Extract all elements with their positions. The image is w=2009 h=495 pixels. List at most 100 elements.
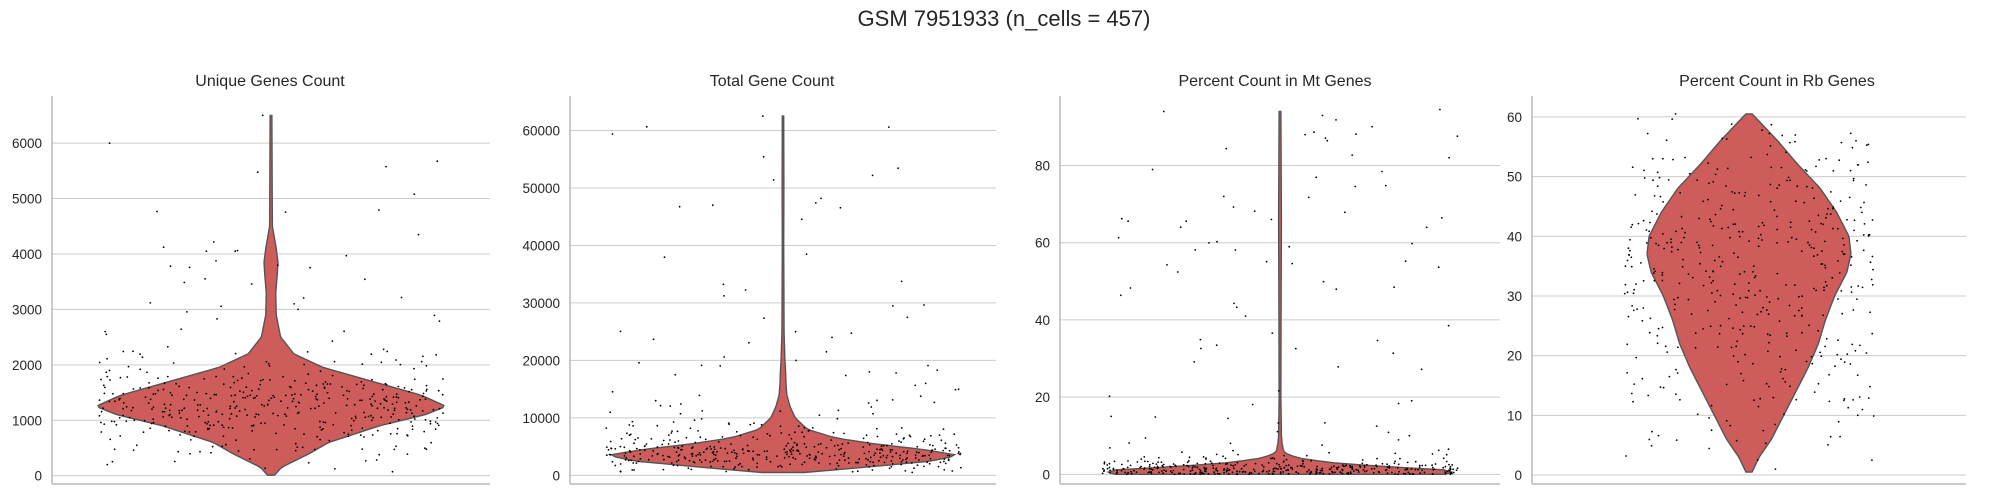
cell-point xyxy=(828,455,831,458)
cell-point xyxy=(698,451,701,454)
cell-point xyxy=(1630,226,1633,229)
cell-point xyxy=(142,431,145,434)
cell-point xyxy=(614,464,617,467)
cell-point xyxy=(405,411,408,414)
cell-point xyxy=(204,278,207,280)
cell-point xyxy=(1774,423,1776,426)
cell-point xyxy=(672,421,675,423)
cell-point xyxy=(1774,468,1777,470)
cell-point xyxy=(749,423,752,426)
cell-point xyxy=(148,382,151,384)
cell-point xyxy=(260,422,262,425)
cell-point xyxy=(1805,360,1808,363)
cell-point xyxy=(1420,368,1423,371)
cell-point xyxy=(627,459,630,462)
cell-point xyxy=(611,133,614,135)
cell-point xyxy=(199,404,202,406)
cell-point xyxy=(1794,134,1797,136)
cell-point xyxy=(1636,308,1638,310)
cell-point xyxy=(763,450,766,453)
cell-point xyxy=(1737,360,1739,363)
cell-point xyxy=(232,375,235,378)
cell-point xyxy=(1675,439,1678,441)
cell-point xyxy=(1272,468,1275,470)
cell-point xyxy=(1418,466,1421,468)
cell-point xyxy=(1212,467,1215,470)
cell-point xyxy=(424,398,427,400)
cell-point xyxy=(1133,469,1135,472)
cell-point xyxy=(1656,342,1659,345)
cell-point xyxy=(1122,467,1125,470)
cell-point xyxy=(186,311,188,313)
cell-point xyxy=(438,407,441,410)
cell-point xyxy=(1202,456,1205,458)
cell-point xyxy=(760,423,763,426)
cell-point xyxy=(1681,265,1684,268)
cell-point xyxy=(376,429,379,432)
cell-point xyxy=(904,470,907,472)
cell-point xyxy=(1324,137,1327,140)
cell-point xyxy=(730,451,733,453)
cell-point xyxy=(1766,333,1769,336)
cell-point xyxy=(1726,167,1729,170)
cell-point xyxy=(1705,270,1707,272)
cell-point xyxy=(676,430,679,433)
cell-point xyxy=(1821,250,1823,253)
cell-point xyxy=(1852,179,1855,182)
cell-point xyxy=(240,377,243,380)
cell-point xyxy=(1682,258,1684,261)
cell-point xyxy=(1810,355,1813,358)
cell-point xyxy=(697,453,699,456)
cell-point xyxy=(746,444,749,447)
cell-point xyxy=(667,434,670,436)
cell-point xyxy=(1838,159,1841,162)
cell-point xyxy=(1761,129,1763,132)
cell-point xyxy=(183,407,186,410)
cell-point xyxy=(895,433,898,435)
cell-point xyxy=(1425,226,1428,229)
cell-point xyxy=(1626,259,1629,262)
cell-point xyxy=(222,435,225,438)
cell-point xyxy=(922,440,925,443)
cell-point xyxy=(391,403,394,405)
cell-point xyxy=(1858,396,1861,398)
cell-point xyxy=(1629,249,1631,252)
cell-point xyxy=(196,409,199,412)
cell-point xyxy=(1315,469,1318,471)
cell-point xyxy=(112,392,114,395)
cell-point xyxy=(790,453,793,456)
cell-point xyxy=(689,427,692,430)
cell-point xyxy=(1172,469,1175,472)
cell-point xyxy=(1671,246,1673,249)
cell-point xyxy=(1702,328,1704,330)
cell-point xyxy=(891,462,894,465)
cell-point xyxy=(1752,362,1754,365)
cell-point xyxy=(1768,385,1770,388)
cell-point xyxy=(1662,386,1665,389)
cell-point xyxy=(1769,334,1771,337)
cell-point xyxy=(624,452,627,454)
cell-point xyxy=(788,449,791,452)
cell-point xyxy=(436,417,439,419)
cell-point xyxy=(1399,457,1401,460)
cell-point xyxy=(374,400,377,403)
cell-point xyxy=(868,443,871,446)
cell-point xyxy=(1733,252,1735,255)
cell-point xyxy=(197,404,199,406)
cell-point xyxy=(149,427,152,430)
cell-point xyxy=(1810,246,1813,249)
cell-point xyxy=(1237,453,1239,456)
cell-point xyxy=(847,457,850,459)
cell-point xyxy=(785,444,788,447)
cell-point xyxy=(1341,468,1344,471)
y-tick-label: 30000 xyxy=(522,296,560,311)
cell-point xyxy=(1630,256,1633,259)
cell-point xyxy=(924,454,926,457)
cell-point xyxy=(1117,236,1120,239)
cell-point xyxy=(836,462,839,465)
cell-point xyxy=(948,454,951,457)
cell-point xyxy=(395,445,397,448)
cell-point xyxy=(423,430,426,433)
cell-point xyxy=(1813,287,1815,290)
cell-point xyxy=(1719,265,1722,268)
